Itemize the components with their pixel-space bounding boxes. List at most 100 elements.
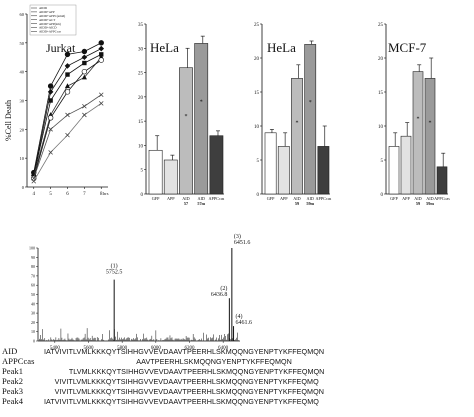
jurkat-data-point bbox=[31, 178, 37, 184]
jurkat-data-point bbox=[98, 92, 104, 98]
spectrum-y-tick-label: 70 bbox=[31, 273, 35, 278]
jurkat-series-line bbox=[33, 42, 102, 173]
sequence-text: VIVITLVMLKKKQYTSIHHGVVEVDAAVTPEERHLSKMQQ… bbox=[54, 387, 324, 396]
jurkat-data-point bbox=[65, 72, 70, 77]
jurkat-data-point bbox=[47, 115, 54, 121]
spectrum-peak-value: 6451.6 bbox=[234, 240, 251, 246]
jurkat-x-tick-label: 8 bbox=[100, 192, 103, 197]
bar1-subcategory-label: 57m bbox=[197, 201, 205, 206]
bar3-bar bbox=[388, 146, 400, 195]
spectrum-x-tick-label: 5800 bbox=[117, 346, 128, 351]
jurkat-y-tick-label: 10 bbox=[20, 156, 25, 161]
sequence-label: Peak3 bbox=[2, 386, 24, 396]
bar2-bar bbox=[277, 146, 290, 195]
bar2-significance-star: * bbox=[309, 100, 312, 106]
bar2-y-tick-label: 25 bbox=[254, 23, 260, 28]
spectrum-y-tick-label: 80 bbox=[31, 264, 35, 269]
sequence-label: Peak2 bbox=[2, 376, 24, 386]
bar2-y-tick-label: 0 bbox=[257, 193, 260, 198]
spectrum-peak-value: 6436.8 bbox=[211, 292, 228, 298]
bar3-bar bbox=[412, 71, 424, 195]
bar2-significance-star: * bbox=[296, 121, 299, 127]
spectrum-x-tick-label: 6400 bbox=[218, 346, 229, 351]
spectrum-peak-value: 5752.5 bbox=[106, 270, 123, 276]
sequence-text: TLVMLKKKQYTSIHHGVVEVDAAVTPEERHLSKMQQNGYE… bbox=[68, 367, 325, 376]
jurkat-data-point bbox=[64, 83, 71, 89]
bar1-y-tick-label: 20 bbox=[138, 96, 144, 101]
spectrum-y-tick-label: 60 bbox=[31, 283, 35, 288]
jurkat-legend-entry: AIDD+APP bbox=[39, 10, 55, 14]
jurkat-legend-entry: AIDD+APP(nm) bbox=[39, 22, 61, 26]
spectrum-peak-number: (3) bbox=[234, 233, 241, 240]
bar1-category-label: AID bbox=[197, 196, 204, 201]
jurkat-y-tick-label: 20 bbox=[20, 127, 25, 132]
spectrum-y-tick-label: 90 bbox=[31, 255, 35, 260]
bar2-y-tick-label: 5 bbox=[257, 159, 260, 164]
spectrum-peak-number: (4) bbox=[236, 313, 243, 320]
bar2-bar bbox=[291, 78, 303, 195]
bar3-significance-star: * bbox=[429, 121, 432, 127]
bar2-category-label: AID bbox=[293, 196, 300, 201]
spectrum-y-tick-label: 30 bbox=[31, 311, 35, 316]
spectrum-y-tick-label: 20 bbox=[31, 320, 35, 325]
spectrum-x-tick-label: 6000 bbox=[151, 346, 162, 351]
bar3-subcategory-label: 59 bbox=[416, 201, 420, 206]
bar2-y-tick-label: 10 bbox=[254, 125, 260, 130]
bar1-y-tick-label: 0 bbox=[141, 193, 144, 198]
sequence-text: IATVIVITLVMLKKKQYTSIHHGVVEVDAAVTPEERHLSK… bbox=[44, 347, 325, 356]
spectrum-x-tick-label: 5400 bbox=[50, 346, 61, 351]
bar3-significance-star: * bbox=[417, 117, 420, 123]
jurkat-x-tick-label: 5 bbox=[49, 192, 52, 197]
bar3-bar bbox=[400, 135, 412, 195]
jurkat-x-tick-label: 6 bbox=[66, 192, 69, 197]
bar1-y-tick-label: 30 bbox=[138, 47, 144, 52]
bar1-y-tick-label: 5 bbox=[141, 169, 144, 174]
bar1-bar bbox=[179, 67, 193, 195]
jurkat-data-point bbox=[65, 132, 70, 138]
jurkat-title: Jurkat bbox=[46, 41, 76, 55]
bar1-y-tick-label: 35 bbox=[138, 23, 144, 28]
sequence-label: Peak1 bbox=[2, 366, 24, 376]
bar3-subcategory-label: 59m bbox=[426, 201, 434, 206]
sequence-text: AAVTPEERHLSKMQQNGYENPTYKFFEQMQN bbox=[136, 357, 292, 366]
bar3-category-label: GFP bbox=[390, 196, 398, 201]
jurkat-data-point bbox=[64, 51, 71, 58]
bar1-y-tick-label: 10 bbox=[138, 144, 144, 149]
bar2-title: HeLa bbox=[267, 40, 296, 55]
bar2-subcategory-label: 59 bbox=[295, 201, 299, 206]
bar3-y-tick-label: 15 bbox=[378, 91, 384, 96]
jurkat-data-point bbox=[47, 89, 54, 95]
bar3-y-tick-label: 5 bbox=[381, 159, 384, 164]
bar3-y-tick-label: 25 bbox=[378, 23, 384, 28]
bar3-y-tick-label: 20 bbox=[378, 57, 384, 62]
jurkat-legend-box bbox=[29, 4, 77, 36]
bar2-bar bbox=[317, 146, 330, 195]
jurkat-y-label: %Cell Death bbox=[4, 100, 13, 141]
jurkat-data-point bbox=[65, 112, 70, 118]
jurkat-data-point bbox=[98, 101, 104, 106]
jurkat-x-tick-label: 4 bbox=[33, 192, 36, 197]
jurkat-data-point bbox=[82, 60, 87, 66]
jurkat-data-point bbox=[82, 112, 87, 118]
jurkat-legend-entry: AIDD bbox=[39, 6, 48, 10]
bar1-significance-star: * bbox=[185, 114, 188, 120]
bar1-category-label: GFP bbox=[152, 196, 160, 201]
jurkat-y-tick-label: 0 bbox=[22, 185, 25, 190]
bar3-category-label: APPCcas bbox=[434, 196, 450, 201]
sequence-label: AID bbox=[2, 346, 18, 356]
spectrum-peak-number: (1) bbox=[111, 263, 118, 270]
jurkat-y-tick-label: 30 bbox=[20, 99, 25, 104]
bar3-y-tick-label: 0 bbox=[381, 193, 384, 198]
spectrum-peak-number: (2) bbox=[220, 285, 227, 292]
spectrum-y-tick-label: 100 bbox=[29, 246, 35, 251]
jurkat-data-point bbox=[47, 83, 54, 89]
jurkat-data-point bbox=[48, 150, 53, 155]
jurkat-series-line bbox=[33, 94, 102, 179]
jurkat-x-tick-label: 7 bbox=[83, 192, 86, 197]
jurkat-data-point bbox=[64, 89, 71, 95]
bar1-category-label: APPCcas bbox=[208, 196, 224, 201]
bar1-significance-star: * bbox=[200, 100, 203, 106]
bar1-category-label: AID bbox=[182, 196, 189, 201]
jurkat-y-tick-label: 50 bbox=[20, 41, 25, 46]
bar3-title: MCF-7 bbox=[388, 40, 427, 55]
